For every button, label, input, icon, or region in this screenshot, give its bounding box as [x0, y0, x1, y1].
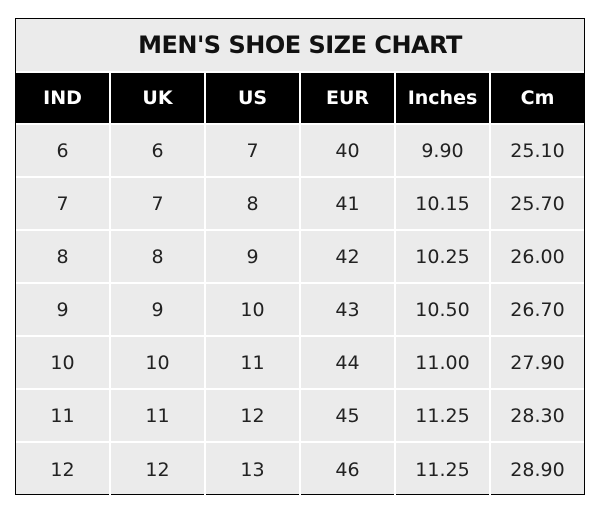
- table-row: 9 9 10 43 10.50 26.70: [16, 284, 584, 337]
- table-cell: 7: [206, 125, 301, 178]
- table-cell: 8: [111, 231, 206, 284]
- table-cell: 9: [111, 284, 206, 337]
- column-header: US: [206, 73, 301, 125]
- table-cell: 40: [301, 125, 396, 178]
- table-cell: 8: [16, 231, 111, 284]
- table-cell: 10.50: [396, 284, 491, 337]
- table-cell: 26.70: [491, 284, 584, 337]
- table-cell: 11: [16, 390, 111, 443]
- table-cell: 12: [16, 443, 111, 496]
- table-row: 11 11 12 45 11.25 28.30: [16, 390, 584, 443]
- table-cell: 11.00: [396, 337, 491, 390]
- table-cell: 9: [16, 284, 111, 337]
- column-header: EUR: [301, 73, 396, 125]
- table-cell: 43: [301, 284, 396, 337]
- table-body: 6 6 7 40 9.90 25.10 7 7 8 41 10.15 25.70 8 8 9 42 10.25 2…: [16, 125, 584, 496]
- size-chart-table: MEN'S SHOE SIZE CHART IND UK US EUR Inches Cm…: [15, 18, 585, 496]
- table-cell: 27.90: [491, 337, 584, 390]
- table-cell: 42: [301, 231, 396, 284]
- table-cell: 26.00: [491, 231, 584, 284]
- table-row: 8 8 9 42 10.25 26.00: [16, 231, 584, 284]
- table-cell: 8: [206, 178, 301, 231]
- table-cell: 6: [111, 125, 206, 178]
- table-cell: 25.10: [491, 125, 584, 178]
- column-header: Cm: [491, 73, 584, 125]
- table-cell: 41: [301, 178, 396, 231]
- table-cell: 12: [111, 443, 206, 496]
- table-cell: 10.25: [396, 231, 491, 284]
- column-header: Inches: [396, 73, 491, 125]
- table-cell: 10: [111, 337, 206, 390]
- table-cell: 28.30: [491, 390, 584, 443]
- table-cell: 10: [206, 284, 301, 337]
- table-cell: 25.70: [491, 178, 584, 231]
- table-cell: 11: [206, 337, 301, 390]
- column-header: IND: [16, 73, 111, 125]
- table-row: 6 6 7 40 9.90 25.10: [16, 125, 584, 178]
- header-row: IND UK US EUR Inches Cm: [16, 73, 584, 125]
- table-cell: 7: [111, 178, 206, 231]
- table-cell: 11.25: [396, 443, 491, 496]
- table-row: 7 7 8 41 10.15 25.70: [16, 178, 584, 231]
- table-cell: 10.15: [396, 178, 491, 231]
- table-cell: 10: [16, 337, 111, 390]
- table-cell: 11.25: [396, 390, 491, 443]
- table-cell: 45: [301, 390, 396, 443]
- table-cell: 13: [206, 443, 301, 496]
- table-cell: 9.90: [396, 125, 491, 178]
- table-cell: 9: [206, 231, 301, 284]
- table-cell: 6: [16, 125, 111, 178]
- column-header: UK: [111, 73, 206, 125]
- table-cell: 44: [301, 337, 396, 390]
- table-cell: 46: [301, 443, 396, 496]
- table-row: 12 12 13 46 11.25 28.90: [16, 443, 584, 496]
- table-cell: 12: [206, 390, 301, 443]
- table-title: MEN'S SHOE SIZE CHART: [16, 19, 584, 73]
- table-cell: 11: [111, 390, 206, 443]
- table-row: 10 10 11 44 11.00 27.90: [16, 337, 584, 390]
- table-cell: 7: [16, 178, 111, 231]
- table-cell: 28.90: [510, 458, 565, 481]
